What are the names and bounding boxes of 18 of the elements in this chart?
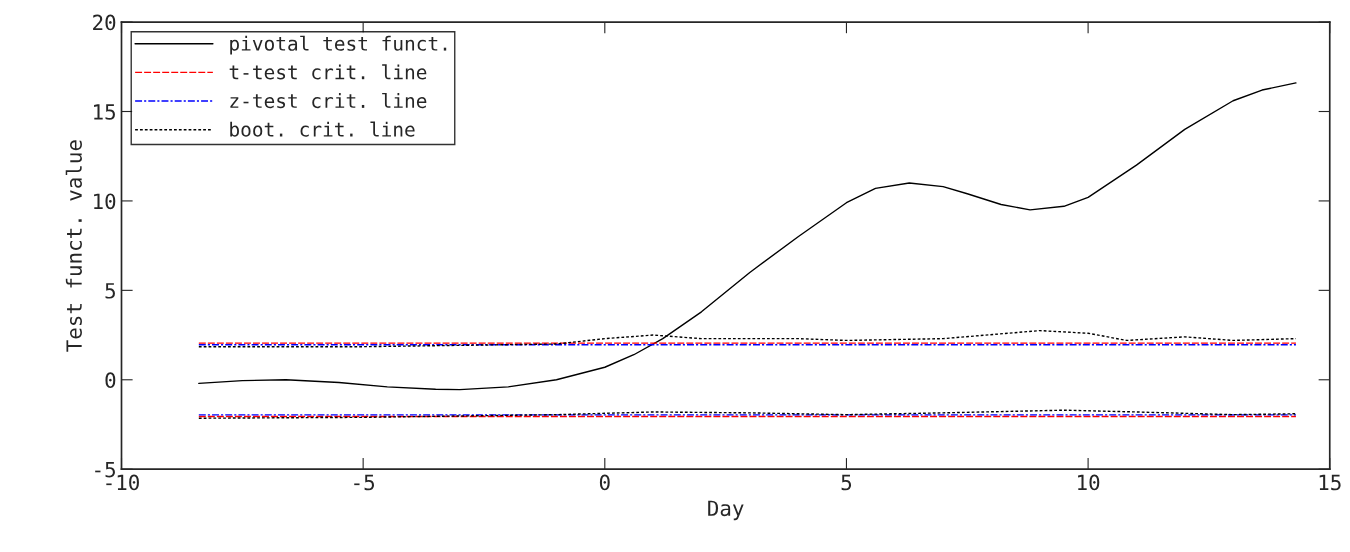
x-tick-label: 5 — [841, 474, 852, 491]
legend-label: t-test crit. line — [229, 64, 427, 80]
x-tick-label: -5 — [354, 474, 375, 491]
y-tick-label: 15 — [94, 104, 115, 120]
legend-label: boot. crit. line — [230, 121, 415, 137]
legend-label: z-test crit. line — [230, 92, 427, 109]
y-tick-label: 0 — [105, 372, 116, 389]
line-series — [198, 409, 1297, 419]
x-axis-title: Day — [708, 500, 744, 521]
line-series — [198, 82, 1297, 391]
legend-label: pivotal test funct. — [230, 35, 447, 55]
x-tick-label: 10 — [1078, 474, 1100, 491]
y-tick-label: 20 — [93, 14, 116, 31]
y-tick-label: 10 — [94, 193, 116, 210]
y-axis-title: Test funct. value — [65, 140, 82, 352]
y-tick-label: 5 — [105, 283, 115, 299]
x-tick-label: 0 — [599, 474, 610, 491]
x-tick-label: 15 — [1319, 474, 1341, 491]
